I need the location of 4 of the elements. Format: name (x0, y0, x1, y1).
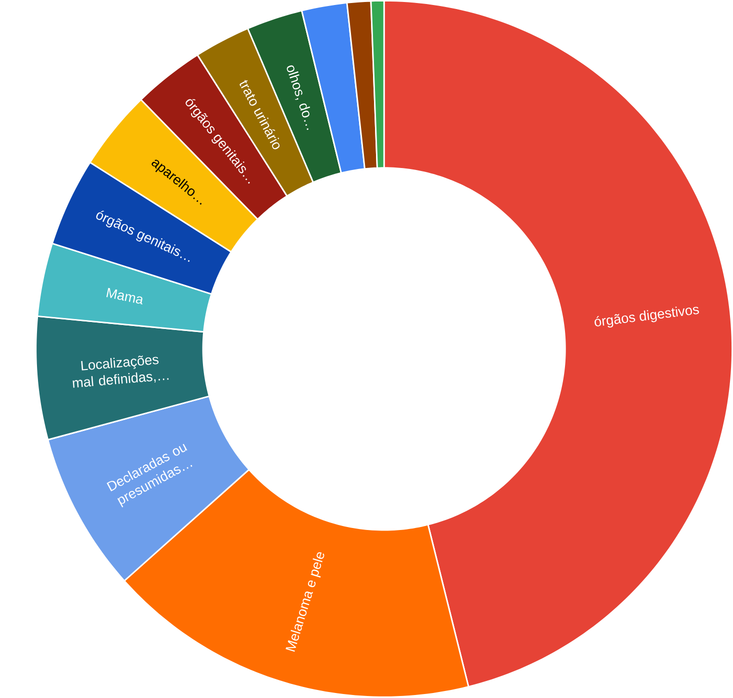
slice-label: Mama (106, 288, 143, 304)
slice-label: órgãos digestivos (594, 306, 700, 328)
slice-label: Localizações mal definidas,… (72, 355, 169, 388)
slice-label: olhos, do… (286, 65, 310, 130)
